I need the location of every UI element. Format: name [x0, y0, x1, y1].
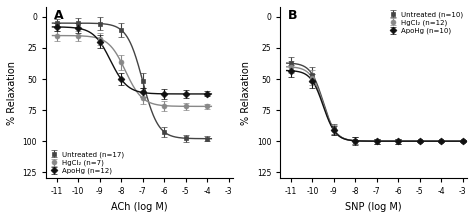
Text: A: A — [54, 9, 63, 22]
Text: B: B — [288, 9, 297, 22]
Y-axis label: % Relaxation: % Relaxation — [241, 61, 251, 125]
Y-axis label: % Relaxation: % Relaxation — [7, 61, 17, 125]
X-axis label: ACh (log M): ACh (log M) — [111, 202, 168, 212]
X-axis label: SNP (log M): SNP (log M) — [346, 202, 402, 212]
Legend: Untreated (n=17), HgCl₂ (n=7), ApoHg (n=12): Untreated (n=17), HgCl₂ (n=7), ApoHg (n=… — [49, 151, 125, 175]
Legend: Untreated (n=10), HgCl₂ (n=12), ApoHg (n=10): Untreated (n=10), HgCl₂ (n=12), ApoHg (n… — [388, 11, 464, 35]
